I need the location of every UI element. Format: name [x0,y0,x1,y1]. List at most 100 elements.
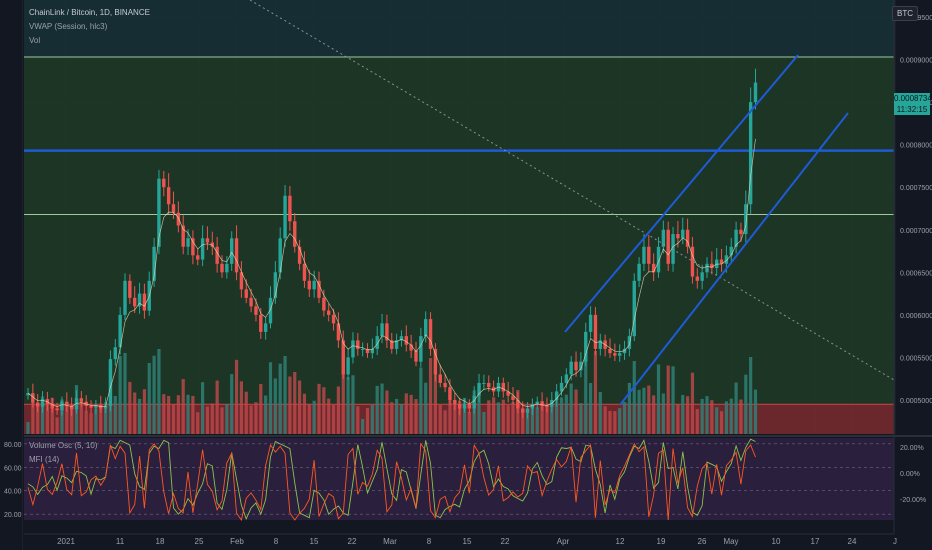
volume-bar [550,406,554,434]
volume-bar [584,359,588,434]
volume-bar [521,412,525,434]
price-tick-label: 0.00050000 [900,398,932,405]
candle-body [186,238,190,247]
candle-body [60,401,64,411]
candle-body [65,401,69,406]
candle-body [230,238,234,264]
volume-bar [666,365,670,434]
volume-bar [60,399,64,434]
volume-bar [734,382,738,434]
volume-bar [744,374,748,434]
candle-body [399,336,404,341]
volume-bar [104,402,108,434]
volume-bar [477,388,481,434]
volume-bar [482,412,486,434]
vwap-legend[interactable]: VWAP (Session, hlc3) [29,22,108,31]
teal-zone [24,0,894,58]
candle-body [559,382,564,392]
volume-bar [147,362,151,434]
volume-bar [569,383,573,434]
volume-bar [322,387,326,434]
volume-bar [390,402,394,434]
candle-body [428,319,433,349]
currency-button[interactable]: BTC [892,6,918,21]
candle-body [525,408,530,413]
candle-body [375,336,379,349]
volume-bar [681,394,685,434]
candle-body [681,229,685,239]
volume-bar [559,397,564,434]
volume-osc-line [27,442,756,522]
candle-body [637,263,641,281]
volume-legend[interactable]: Vol [29,36,41,45]
time-tick-label: 19 [657,537,666,546]
osc-left-tick: 20.00 [4,512,22,519]
volume-bar [627,382,631,434]
volume-bar [724,401,728,434]
time-tick-label: 15 [463,537,472,546]
volume-bar [293,371,297,434]
candle-body [530,404,535,409]
volume-bar [603,406,607,434]
volume-bar [128,381,132,434]
candle-body [26,393,30,396]
volume-bar [26,422,30,434]
mfi-legend[interactable]: MFI (14) [29,455,60,464]
volume-bar [317,383,321,434]
candle-body [685,229,690,247]
time-tick-label: 8 [274,537,279,546]
volume-bar [264,395,268,434]
candle-body [569,361,573,375]
candle-body [297,246,302,264]
osc-left-tick: 80.00 [4,442,22,449]
volume-bar [171,404,176,434]
symbol-legend[interactable]: ChainLink / Bitcoin, 1D, BINANCE [29,8,150,17]
candle-body [516,399,520,409]
volume-bar [686,396,690,434]
channel-lower-line [619,112,849,406]
volume-bar [535,407,539,434]
volume-bar [167,396,171,434]
volume-bar [331,405,336,434]
candle-body [424,319,428,337]
volume-bar [710,400,714,434]
candle-body [419,336,423,362]
time-tick-label: 12 [616,537,625,546]
volume-bar [608,410,612,434]
time-tick-label: May [723,537,738,546]
candle-body [705,263,709,273]
volume-bar [196,412,200,434]
candle-body [205,238,210,243]
volume-bar [448,389,452,434]
candle-body [103,405,108,409]
drawing-toolbar[interactable] [0,0,23,550]
candle-body [259,314,263,332]
volume-bar [676,404,680,434]
candle-body [220,263,224,273]
volume-osc-legend[interactable]: Volume Osc (5, 10) [29,441,98,450]
volume-bar [336,386,340,434]
candle-body [268,297,273,324]
candle-body [540,401,544,406]
volume-bar [613,411,617,434]
time-tick-label: 22 [348,537,357,546]
candle-body [642,246,646,264]
volume-bar [424,382,428,434]
candle-body [123,280,127,315]
candle-body [457,404,462,409]
volume-bar [244,391,248,434]
time-tick-label: 26 [698,537,707,546]
candle-body [647,246,651,264]
volume-bar [181,379,185,434]
volume-bar [307,403,311,434]
volume-bar [579,403,583,434]
time-tick-label: 17 [811,537,820,546]
candle-body [404,336,408,345]
volume-bar [749,357,753,434]
green-zone [24,57,894,405]
candle-body [327,310,331,315]
candle-body [360,348,365,350]
